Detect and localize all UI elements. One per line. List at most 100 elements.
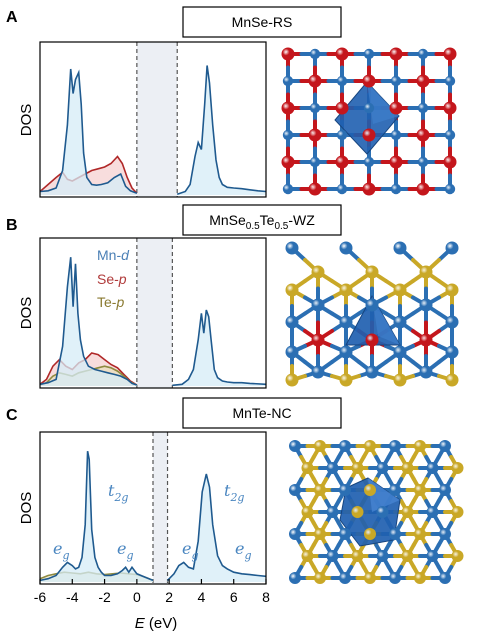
mn-atom	[389, 572, 401, 584]
se-atom	[281, 101, 295, 115]
mn-atom	[309, 102, 321, 114]
te-atom	[339, 283, 353, 297]
mn-atom	[282, 129, 294, 141]
te-atom	[285, 373, 299, 387]
dos-plot-c	[39, 431, 267, 585]
mn-atom	[339, 345, 353, 359]
te-atom	[364, 572, 376, 584]
se-atom	[362, 182, 376, 196]
mn-atom	[289, 528, 301, 540]
se-atom	[389, 47, 403, 61]
mn-atom	[339, 572, 351, 584]
tetrahedron-face	[372, 296, 400, 345]
mn-atom	[339, 484, 351, 496]
label-eg-1: eg	[53, 539, 70, 562]
mn-atom	[390, 183, 402, 195]
panel-title-c: MnTe-NC	[232, 405, 291, 421]
mn-atom	[389, 528, 401, 540]
mn-atom	[339, 528, 351, 540]
legend-mn-d: Mn-d	[97, 247, 130, 263]
te-atom	[314, 484, 326, 496]
mn-atom	[309, 48, 321, 60]
mn-atom	[376, 462, 389, 474]
se-atom	[335, 155, 349, 169]
dos-line-mn-d-c	[40, 450, 154, 582]
mn-atom	[444, 129, 456, 141]
te-atom	[445, 373, 459, 387]
se-atom	[416, 74, 430, 88]
polyhedron-face	[368, 478, 400, 512]
dos-line-mn-d-c	[166, 473, 266, 581]
te-atom	[311, 265, 325, 279]
mn-atom	[336, 75, 348, 87]
panel-b: B MnSe0.5Te0.5-WZ DOS Mn-d Se-p Te-p	[6, 204, 459, 389]
se-atom	[281, 155, 295, 169]
mn-atom	[417, 102, 429, 114]
mn-atom	[389, 484, 401, 496]
mn-atom	[419, 365, 433, 379]
mn-atom	[393, 315, 407, 329]
se-atom	[365, 333, 379, 347]
te-atom	[301, 506, 314, 518]
te-atom	[451, 462, 464, 474]
se-atom	[281, 47, 295, 61]
te-atom	[414, 528, 426, 540]
mn-atom	[417, 48, 429, 60]
te-atom	[401, 462, 414, 474]
se-atom	[416, 182, 430, 196]
mn-atom	[376, 550, 389, 562]
y-axis-label-c: DOS	[18, 492, 35, 525]
te-atom	[401, 550, 414, 562]
legend: Mn-d Se-p Te-p	[97, 247, 130, 310]
mn-atom	[363, 156, 375, 168]
band-gap-region-c	[153, 432, 168, 584]
y-axis-label-a: DOS	[18, 104, 35, 137]
octahedron-face	[367, 82, 399, 124]
se-atom	[335, 101, 349, 115]
x-axis-label: E (eV)	[135, 615, 178, 632]
mn-atom	[282, 75, 294, 87]
mn-atom	[389, 440, 401, 452]
title-box-c	[182, 397, 342, 429]
se-atom	[335, 47, 349, 61]
te-atom	[351, 462, 364, 474]
mn-atom	[339, 440, 351, 452]
mn-atom	[311, 298, 325, 312]
se-atom	[443, 101, 457, 115]
y-axis-label-b: DOS	[18, 297, 35, 330]
se-atom	[362, 128, 376, 142]
te-atom	[351, 506, 364, 518]
dos-line-mn-d-a	[40, 68, 138, 195]
te-atom	[285, 283, 299, 297]
dos-line-se-p-a	[40, 155, 138, 194]
mn-atom	[445, 315, 459, 329]
mn-atom	[363, 48, 375, 60]
se-atom	[308, 74, 322, 88]
se-atom	[443, 47, 457, 61]
x-tick-label: -6	[34, 589, 47, 605]
dos-area-mn-d-b	[40, 257, 137, 386]
dos-area-mn-d-a	[177, 65, 266, 195]
title-box-a	[182, 6, 342, 38]
mn-atom	[289, 440, 301, 452]
mn-atom	[390, 75, 402, 87]
mn-atom	[376, 506, 389, 518]
mn-atom	[439, 440, 451, 452]
te-atom	[401, 506, 414, 518]
te-atom	[339, 373, 353, 387]
mn-atom	[393, 241, 407, 255]
dos-plot-b	[39, 237, 267, 389]
mn-atom	[326, 506, 339, 518]
se-atom	[308, 128, 322, 142]
se-atom	[443, 155, 457, 169]
mn-atom	[426, 506, 439, 518]
te-atom	[364, 528, 376, 540]
mn-atom	[445, 241, 459, 255]
label-eg-3: eg	[182, 539, 199, 562]
mn-atom	[419, 298, 433, 312]
dos-area-mn-d-a	[40, 69, 137, 195]
mn-atom	[426, 462, 439, 474]
te-atom	[301, 462, 314, 474]
se-atom	[389, 101, 403, 115]
panel-title-a: MnSe-RS	[232, 14, 293, 30]
